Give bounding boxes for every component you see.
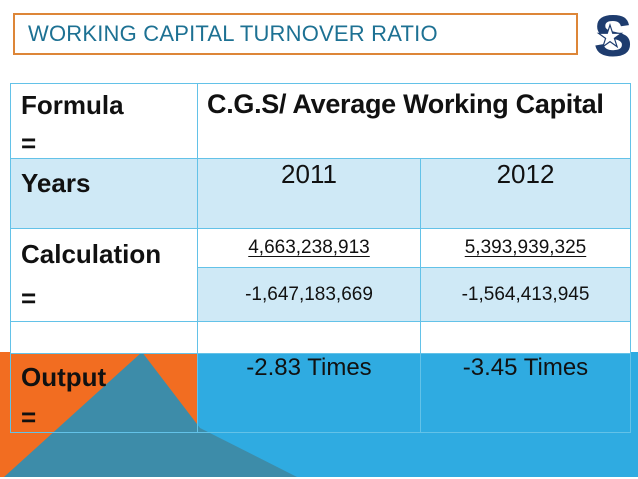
- s-star-logo-icon: S: [594, 7, 633, 67]
- years-label: Years: [21, 168, 91, 198]
- numerator-2012-cell: 5,393,939,325: [420, 228, 631, 268]
- denominator-2012-cell: -1,564,413,945: [420, 267, 631, 322]
- formula-label-cell: Formula =: [10, 83, 198, 159]
- formula-equals: =: [21, 128, 37, 158]
- calculation-label: Calculation: [21, 239, 162, 269]
- output-label-cell: Output =: [10, 353, 198, 433]
- output-row: Output = -2.83 Times -3.45 Times: [10, 353, 631, 433]
- years-row: Years 2011 2012: [10, 158, 631, 229]
- formula-label: Formula: [21, 90, 124, 120]
- star-icon: [596, 23, 624, 49]
- numerator-2012: 5,393,939,325: [464, 237, 587, 258]
- formula-value-cell: C.G.S/ Average Working Capital: [197, 83, 631, 159]
- numerator-2011: 4,663,238,913: [248, 237, 370, 258]
- page-title: WORKING CAPITAL TURNOVER RATIO: [28, 21, 438, 46]
- year-2012-cell: 2012: [420, 158, 631, 229]
- title-box: WORKING CAPITAL TURNOVER RATIO: [13, 13, 578, 55]
- output-label: Output: [21, 362, 107, 392]
- output-equals: =: [21, 402, 37, 432]
- spacer-cell-3: [420, 321, 631, 354]
- calculation-label-cell: Calculation =: [10, 228, 198, 322]
- numerator-2011-cell: 4,663,238,913: [197, 228, 421, 268]
- calculation-row-denominators: -1,647,183,669 -1,564,413,945: [11, 267, 631, 322]
- formula-value: C.G.S/ Average Working Capital: [207, 89, 604, 119]
- output-2011-cell: -2.83 Times: [197, 353, 421, 433]
- years-label-cell: Years: [10, 158, 198, 229]
- spacer-cell-2: [197, 321, 421, 354]
- spacer-cell-1: [10, 321, 198, 354]
- output-2012-cell: -3.45 Times: [420, 353, 631, 433]
- ratio-table: Formula = C.G.S/ Average Working Capital…: [10, 83, 631, 433]
- calculation-equals: =: [21, 283, 37, 313]
- formula-row: Formula = C.G.S/ Average Working Capital: [10, 83, 631, 159]
- calculation-row-numerators: Calculation = 4,663,238,913 5,393,939,32…: [10, 228, 631, 322]
- denominator-2011-cell: -1,647,183,669: [197, 267, 421, 322]
- year-2011-cell: 2011: [197, 158, 421, 229]
- spacer-row: [10, 321, 631, 354]
